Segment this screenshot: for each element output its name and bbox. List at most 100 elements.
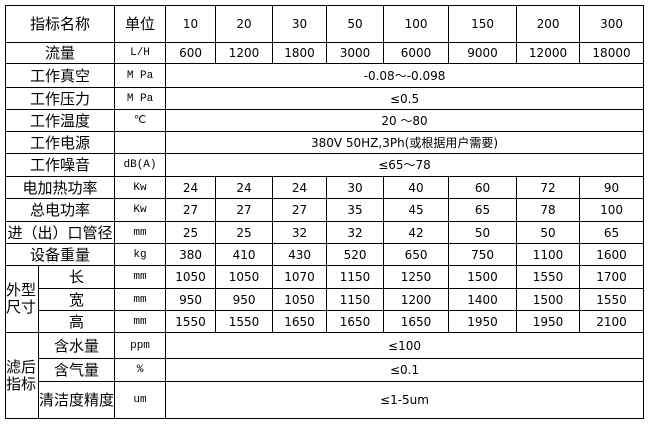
group-label: 外型尺寸 [5, 265, 39, 333]
row-unit: Kw [114, 198, 167, 222]
row-value: 1550 [215, 310, 274, 333]
table-row: 外型尺寸长 mm 1050 1050 1070 1150 1250 1500 1550 1700 [5, 265, 645, 333]
row-value: 1250 [383, 265, 450, 289]
row-value: 1050 [165, 265, 217, 289]
row-value: 950 [215, 288, 274, 311]
table-row: 设备重量 kg 380 410 430 520 650 750 1100 1600 [4, 243, 645, 266]
row-value: 25 [165, 221, 217, 244]
header-model: 10 [165, 5, 217, 43]
header-name: 指标名称 [4, 5, 116, 43]
row-value: 18000 [579, 42, 645, 64]
header-model: 200 [516, 5, 581, 43]
row-unit [114, 131, 167, 154]
row-value: 1150 [326, 288, 385, 311]
row-unit: mm [114, 310, 167, 333]
row-value: 65 [448, 198, 518, 222]
row-value: 27 [215, 198, 274, 222]
row-unit: mm [114, 265, 167, 289]
table-row: 总电功率 Kw 27 27 27 35 45 65 78 100 [4, 198, 645, 222]
row-value: 1700 [579, 265, 645, 289]
row-value: 24 [272, 176, 328, 199]
row-value: 60 [448, 176, 518, 199]
row-value: 1950 [516, 310, 581, 333]
row-value: 6000 [383, 42, 450, 64]
table-row: 进（出）口管径 mm 25 25 32 32 42 50 50 65 [4, 221, 645, 244]
row-value: 380V 50HZ,3Ph(或根据用户需要) [165, 131, 645, 154]
header-model: 20 [215, 5, 274, 43]
row-value: 1950 [448, 310, 518, 333]
table-row: 高 mm 1550 1550 1650 1650 1650 1950 1950 2100 [6, 310, 645, 333]
row-unit: L/H [114, 42, 167, 64]
row-label: 工作温度 [4, 109, 116, 132]
row-value: 650 [383, 243, 450, 266]
row-value: 1550 [579, 288, 645, 311]
row-value: 380 [165, 243, 217, 266]
table-row: 工作电源 380V 50HZ,3Ph(或根据用户需要) [4, 131, 645, 154]
header-model: 50 [326, 5, 385, 43]
row-value: 410 [215, 243, 274, 266]
row-unit: kg [114, 243, 167, 266]
row-value: 100 [579, 198, 645, 222]
row-value: 1050 [215, 265, 274, 289]
table-row: 宽 mm 950 950 1050 1150 1200 1400 1500 1550 [6, 288, 645, 311]
row-unit: % [114, 358, 167, 382]
row-value: 1550 [165, 310, 217, 333]
row-value: 1500 [516, 288, 581, 311]
row-value: ≤0.5 [165, 87, 645, 110]
row-label: 含水量 [37, 332, 116, 359]
row-value: -0.08～-0.098 [165, 63, 645, 88]
row-value: 950 [165, 288, 217, 311]
row-value: 65 [579, 221, 645, 244]
row-value: 1200 [215, 42, 274, 64]
table-row: 工作压力 M Pa ≤0.5 [4, 87, 645, 110]
row-label: 宽 [37, 288, 116, 311]
table-row: 工作噪音 dB(A) ≤65～78 [4, 153, 645, 177]
row-value: 1100 [516, 243, 581, 266]
row-label: 设备重量 [4, 243, 116, 266]
table-row: 电加热功率 Kw 24 24 24 30 40 60 72 90 [4, 176, 645, 199]
row-value: 9000 [448, 42, 518, 64]
row-value: 27 [165, 198, 217, 222]
row-value: 90 [579, 176, 645, 199]
row-value: 45 [383, 198, 450, 222]
row-value: ≤0.1 [165, 358, 645, 382]
row-value: 1650 [272, 310, 328, 333]
row-unit: ℃ [114, 109, 167, 132]
row-label: 电加热功率 [4, 176, 116, 199]
row-label: 流量 [4, 42, 116, 64]
row-value: 50 [448, 221, 518, 244]
row-value: 1070 [272, 265, 328, 289]
row-unit: mm [114, 288, 167, 311]
row-label: 高 [37, 310, 116, 333]
row-value: 1800 [272, 42, 328, 64]
row-value: 20 ～80 [165, 109, 645, 132]
row-label: 工作真空 [4, 63, 116, 88]
row-value: 42 [383, 221, 450, 244]
row-unit: ppm [114, 332, 167, 359]
row-value: 1550 [516, 265, 581, 289]
row-label: 进（出）口管径 [4, 221, 116, 244]
group-label: 滤后指标 [5, 332, 39, 419]
row-value: 1150 [326, 265, 385, 289]
row-label: 含气量 [37, 358, 116, 382]
header-row: 指标名称 单位 10 20 30 50 100 150 200 300 [4, 5, 645, 43]
row-value: 3000 [326, 42, 385, 64]
header-model: 100 [383, 5, 450, 43]
row-value: ≤65～78 [165, 153, 645, 177]
row-unit: dB(A) [114, 153, 167, 177]
row-unit: um [114, 381, 167, 419]
row-value: 430 [272, 243, 328, 266]
header-model: 150 [448, 5, 518, 43]
row-value: 32 [326, 221, 385, 244]
row-value: 50 [516, 221, 581, 244]
row-label: 长 [37, 265, 116, 289]
header-model: 30 [272, 5, 328, 43]
row-value: 40 [383, 176, 450, 199]
row-value: 32 [272, 221, 328, 244]
row-value: 35 [326, 198, 385, 222]
table-row: 工作真空 M Pa -0.08～-0.098 [4, 63, 645, 88]
row-value: 72 [516, 176, 581, 199]
header-model: 300 [579, 5, 645, 43]
row-value: ≤1-5um [165, 381, 645, 419]
table-row: 工作温度 ℃ 20 ～80 [4, 109, 645, 132]
